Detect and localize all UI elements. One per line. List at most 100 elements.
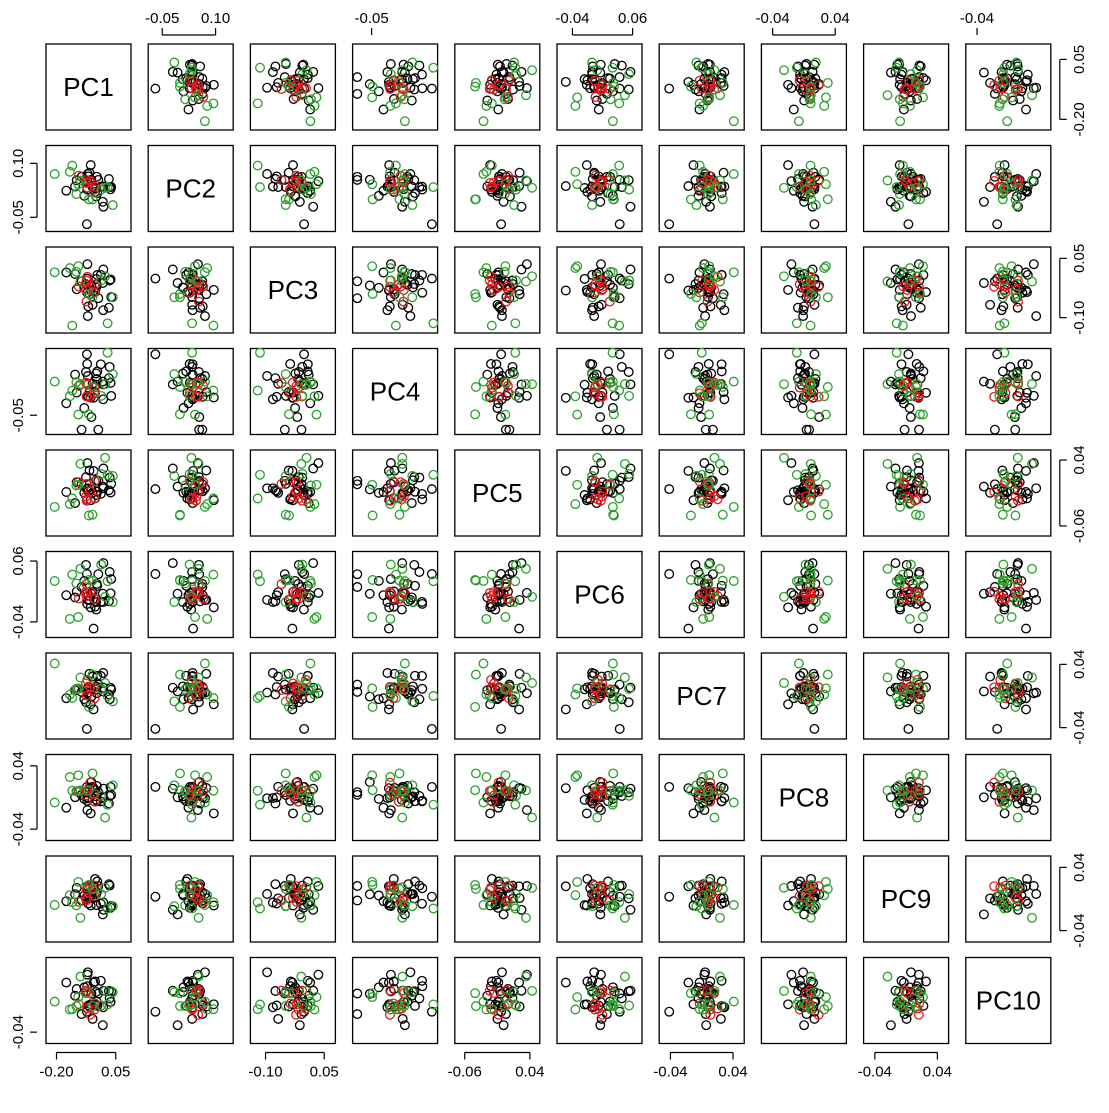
data-point-group-green — [691, 369, 702, 380]
data-point-group-red — [82, 271, 93, 282]
data-point-group-black — [486, 358, 496, 369]
data-point-group-green — [715, 90, 725, 101]
data-point-group-green — [311, 683, 322, 694]
data-point-group-black — [516, 201, 527, 212]
data-point-group-green — [895, 797, 906, 808]
data-point-group-green — [791, 999, 802, 1010]
bottom-axis-PC1: -0.20 0.05 — [39, 1051, 130, 1081]
data-point-group-black — [706, 191, 717, 202]
data-point-group-black — [373, 575, 384, 586]
data-point-group-green — [399, 684, 410, 695]
data-point-group-black — [84, 465, 95, 476]
data-point-group-red — [989, 175, 1000, 186]
data-point-group-black — [589, 465, 600, 476]
data-point-group-green — [280, 987, 291, 998]
data-point-group-green — [399, 578, 410, 589]
data-point-group-red — [486, 674, 497, 685]
data-point-group-green — [912, 271, 923, 282]
data-point-group-black — [587, 269, 598, 280]
data-point-group-black — [978, 588, 989, 599]
data-point-group-green — [822, 509, 833, 520]
data-point-group-black — [885, 196, 896, 207]
data-point-group-red — [597, 988, 608, 999]
data-point-group-black — [98, 783, 109, 794]
data-point-group-black — [208, 79, 219, 90]
data-point-group-black — [783, 284, 794, 295]
data-point-group-black — [352, 582, 363, 592]
data-point-group-red — [85, 175, 96, 186]
data-point-group-red — [913, 281, 924, 292]
data-point-group-red — [385, 83, 396, 94]
data-point-group-black — [178, 694, 189, 705]
data-point-group-green — [994, 166, 1005, 177]
data-point-group-green — [470, 1001, 481, 1012]
data-point-group-green — [709, 591, 720, 602]
data-point-group-green — [521, 90, 531, 101]
data-point-group-red — [802, 388, 813, 399]
data-point-group-black — [693, 190, 704, 201]
data-point-group-black — [587, 668, 598, 678]
panel-frame — [351, 449, 439, 537]
data-point-group-black — [507, 361, 518, 372]
panel-frame — [351, 550, 439, 639]
data-point-group-black — [172, 278, 183, 288]
data-point-group-black — [804, 424, 815, 435]
data-point-group-black — [1031, 793, 1042, 804]
data-point-group-green — [397, 912, 408, 923]
data-point-group-green — [915, 510, 925, 521]
data-point-group-green — [309, 1004, 320, 1015]
data-point-group-black — [313, 458, 324, 469]
data-point-group-black — [352, 88, 363, 99]
data-point-group-green — [905, 790, 916, 801]
panel-frame — [556, 43, 643, 131]
data-point-group-green — [397, 563, 408, 574]
data-point-group-black — [496, 723, 507, 734]
panel-frame — [658, 449, 745, 537]
data-point-group-green — [385, 469, 396, 479]
data-point-group-green — [399, 501, 410, 512]
tick-label: -0.04 — [1071, 711, 1088, 745]
data-point-group-green — [190, 92, 200, 103]
data-point-group-black — [625, 379, 636, 390]
data-point-group-green — [280, 77, 291, 88]
data-point-group-green — [87, 194, 98, 205]
data-point-group-black — [88, 704, 99, 715]
data-point-group-black — [521, 83, 532, 94]
data-point-group-black — [913, 805, 924, 816]
data-point-group-green — [87, 382, 98, 392]
data-point-group-green — [500, 409, 511, 420]
data-point-group-black — [384, 301, 395, 312]
data-point-group-green — [481, 613, 492, 624]
data-point-group-green — [607, 169, 618, 180]
tick-label: -0.04 — [10, 812, 27, 846]
data-point-group-red — [85, 586, 96, 597]
data-point-group-black — [299, 569, 310, 579]
panel-PC8-vs-PC4 — [351, 753, 439, 842]
data-point-group-black — [294, 196, 305, 207]
data-point-group-black — [1021, 465, 1031, 476]
data-point-group-red — [794, 594, 805, 605]
right-axis-PC7: -0.040.04 — [1059, 650, 1088, 745]
data-point-group-green — [309, 890, 320, 901]
data-point-group-green — [703, 1001, 714, 1012]
data-point-group-green — [619, 458, 630, 469]
data-point-group-black — [504, 569, 515, 580]
data-point-group-green — [107, 987, 118, 998]
data-point-group-red — [85, 777, 96, 788]
data-point-group-black — [414, 694, 425, 705]
data-point-group-black — [704, 379, 715, 390]
data-point-group-green — [904, 166, 915, 177]
data-point-group-green — [918, 409, 928, 420]
data-point-group-red — [81, 790, 91, 801]
data-point-group-green — [107, 901, 118, 912]
data-point-group-green — [994, 160, 1005, 171]
data-point-group-green — [891, 62, 902, 73]
data-point-group-black — [664, 1006, 675, 1017]
data-point-group-green — [911, 1001, 921, 1012]
data-point-group-green — [572, 261, 583, 272]
data-point-group-green — [918, 683, 928, 694]
data-point-group-green — [905, 469, 916, 479]
panel-PC6-vs-PC1 — [45, 550, 132, 639]
data-point-group-green — [822, 77, 833, 88]
panel-frame — [760, 449, 848, 537]
